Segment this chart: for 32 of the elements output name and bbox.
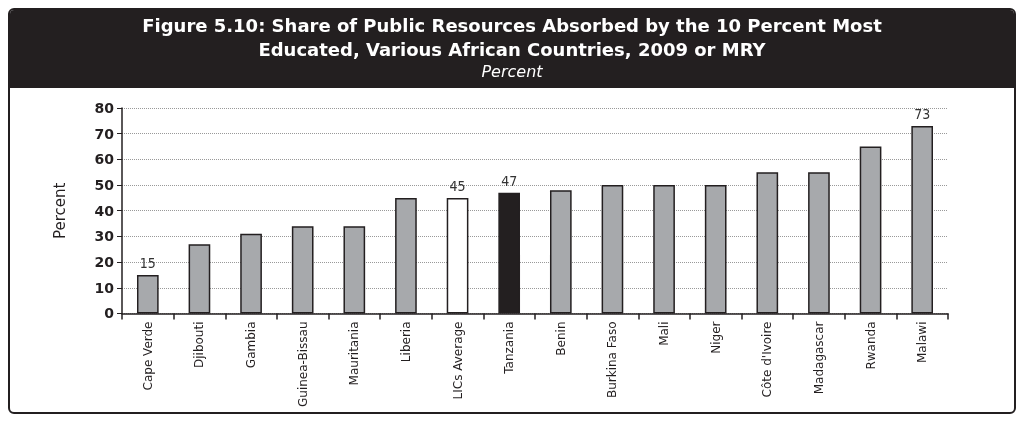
y-axis-title: Percent [50,182,69,239]
y-tick-label: 20 [94,254,115,271]
x-tick-label: Djibouti [192,321,207,368]
x-tick-label: Guinea-Bissau [295,321,310,407]
data-label: 73 [914,105,931,122]
x-tick-label: Tanzania [502,321,517,375]
x-tick-label: Liberia [398,321,413,363]
chart-subtitle: Percent [480,62,544,82]
y-tick-label: 10 [94,279,115,296]
x-tick-label: Rwanda [863,321,878,370]
data-label: 15 [139,254,156,271]
y-tick-label: 70 [94,125,115,142]
y-tick-label: 30 [94,228,115,245]
data-label: 47 [501,172,518,189]
chart-title: Figure 5.10: Share of Public Resources Absorbed by the 10 Percent Most Educated, Various African Countries, 2009 or MRY [141,14,883,62]
y-tick-label: 60 [94,151,115,168]
x-tick-label: Côte d'Ivoire [760,321,775,398]
x-tick-label: Mauritania [347,321,362,386]
x-tick-label: LICs Average [450,321,465,400]
x-tick-label: Burkina Faso [605,321,620,399]
data-label: 45 [449,177,466,194]
y-tick-label: 40 [94,202,115,219]
y-tick-label: 0 [104,305,115,322]
x-tick-label: Gambia [244,321,259,369]
x-tick-label: Madagascar [811,321,826,395]
x-tick-label: Cape Verde [140,321,155,391]
x-tick-label: Niger [708,321,723,354]
x-tick-label: Malawi [915,321,930,364]
y-tick-label: 50 [94,177,115,194]
x-tick-label: Mali [657,321,672,346]
x-tick-label: Benin [553,321,568,356]
y-tick-label: 80 [94,100,115,116]
